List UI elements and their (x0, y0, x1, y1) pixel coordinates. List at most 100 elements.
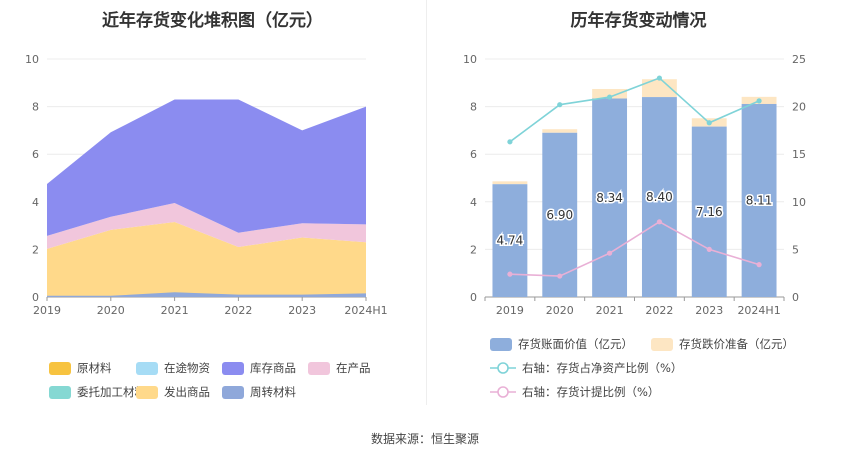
legend-item-5[interactable]: 发出商品 (136, 384, 210, 400)
legend-swatch (308, 361, 330, 375)
y-tick-label: 8 (470, 101, 477, 114)
y-tick-label: 10 (463, 53, 477, 66)
legend-item-2[interactable]: 右轴：存货占净资产比例（%） (490, 360, 682, 376)
legend-item-4[interactable]: 委托加工材料 (49, 384, 146, 400)
legend-swatch (136, 385, 158, 399)
legend-line-symbol (490, 385, 516, 399)
legend-item-3[interactable]: 在产品 (308, 360, 371, 376)
legend-label: 在产品 (336, 361, 371, 375)
bar-value-label: 8.34 (596, 191, 623, 205)
legend-item-1[interactable]: 在途物资 (136, 360, 210, 376)
inventory-change-panel: 历年存货变动情况 0 2 4 6 8 10 0 5 10 15 20 25 2019 2020 2021 20… (427, 0, 850, 405)
bar-value-label: 8.11 (746, 193, 773, 207)
point-provision-ratio (507, 271, 513, 277)
stacked-area-panel: 近年存货变化堆积图（亿元） 0 2 4 6 8 10 2019 2020 2021 2022 202… (0, 0, 425, 405)
x-tick-label: 2024H1 (344, 304, 387, 317)
bar-provision (542, 129, 578, 133)
x-tick-label: 2019 (33, 304, 61, 317)
legend-label: 原材料 (77, 361, 112, 375)
legend-label: 右轴：存货计提比例（%） (522, 385, 660, 399)
legend-swatch (490, 337, 512, 351)
legend-swatch (136, 361, 158, 375)
legend-item-1[interactable]: 存货跌价准备（亿元） (651, 336, 794, 352)
y2-tick-label: 25 (792, 53, 806, 66)
chart-title-left: 近年存货变化堆积图（亿元） (102, 11, 323, 31)
x-tick-label: 2024H1 (737, 304, 780, 317)
x-tick-label: 2022 (224, 304, 252, 317)
point-ratio-net-assets (557, 102, 563, 108)
legend-label: 存货账面价值（亿元） (518, 337, 633, 351)
y2-tick-label: 20 (792, 101, 806, 114)
chart-title-right: 历年存货变动情况 (570, 11, 707, 31)
x-tick-label: 2021 (596, 304, 624, 317)
legend-item-2[interactable]: 库存商品 (222, 360, 296, 376)
legend-swatch (49, 385, 71, 399)
legend-item-6[interactable]: 周转材料 (222, 384, 296, 400)
point-provision-ratio (606, 250, 613, 256)
bar-value-label: 6.90 (546, 208, 573, 222)
bar-value-label: 7.16 (696, 205, 723, 219)
point-ratio-net-assets (656, 75, 663, 81)
y2-tick-label: 5 (792, 243, 799, 256)
point-provision-ratio (706, 246, 712, 252)
legend-swatch (49, 361, 71, 375)
stacked-area-chart: 0 2 4 6 8 10 2019 2020 2021 2022 2023 2024H1 (25, 53, 388, 317)
legend-label: 发出商品 (164, 385, 210, 399)
area-series-3 (47, 202, 366, 249)
panel-divider (426, 0, 427, 405)
bar-value-label: 8.40 (646, 190, 673, 204)
bar-book-value (592, 98, 628, 298)
x-tick-label: 2023 (695, 304, 723, 317)
line-ratio-net-assets (509, 77, 760, 143)
y-tick-label: 6 (32, 148, 39, 161)
bar-value-label: 4.74 (497, 234, 524, 248)
y-tick-label: 2 (32, 243, 39, 256)
point-ratio-net-assets (756, 98, 762, 104)
point-ratio-net-assets (606, 94, 613, 100)
point-ratio-net-assets (706, 120, 712, 126)
y-tick-label: 6 (470, 148, 477, 161)
point-provision-ratio (656, 219, 663, 225)
point-provision-ratio (756, 262, 762, 268)
bar-book-value (691, 126, 727, 297)
y2-tick-label: 0 (792, 291, 799, 304)
x-tick-label: 2020 (97, 304, 125, 317)
bar-provision (592, 88, 628, 99)
x-tick-label: 2019 (496, 304, 524, 317)
bar-book-value (641, 97, 677, 297)
line-provision-ratio (509, 220, 760, 277)
legend-item-3[interactable]: 右轴：存货计提比例（%） (490, 384, 659, 400)
legend-label: 存货跌价准备（亿元） (679, 337, 794, 351)
y-tick-label: 10 (25, 53, 39, 66)
y-tick-label: 4 (470, 196, 477, 209)
legend-label: 右轴：存货占净资产比例（%） (522, 361, 683, 375)
inventory-bar-line-chart: 0 2 4 6 8 10 0 5 10 15 20 25 2019 2020 2021 2022 2023 202… (463, 53, 806, 317)
legend-swatch (651, 337, 673, 351)
area-band-small (47, 289, 366, 296)
legend-swatch (222, 385, 244, 399)
bar-book-value (542, 132, 578, 297)
x-tick-label: 2021 (161, 304, 189, 317)
y-tick-label: 2 (470, 243, 477, 256)
area-series-5 (47, 222, 366, 295)
y-tick-label: 8 (32, 101, 39, 114)
bar-book-value (492, 184, 528, 297)
x-tick-label: 2022 (645, 304, 673, 317)
y2-tick-label: 10 (792, 196, 806, 209)
legend-item-0[interactable]: 存货账面价值（亿元） (490, 336, 633, 352)
x-tick-label: 2023 (288, 304, 316, 317)
legend-label: 库存商品 (250, 361, 296, 375)
bar-provision (492, 181, 528, 185)
legend-label: 委托加工材料 (77, 385, 146, 399)
data-source: 数据来源：恒生聚源 (370, 432, 479, 446)
legend-item-0[interactable]: 原材料 (49, 360, 112, 376)
y-tick-label: 0 (470, 291, 477, 304)
legend-label: 在途物资 (164, 361, 210, 375)
bar-provision (641, 79, 677, 98)
y2-tick-label: 15 (792, 148, 806, 161)
legend-line-symbol (490, 361, 516, 375)
point-ratio-net-assets (507, 139, 513, 145)
y-tick-label: 0 (32, 291, 39, 304)
legend-label: 周转材料 (250, 385, 296, 399)
area-series-2 (47, 99, 366, 236)
